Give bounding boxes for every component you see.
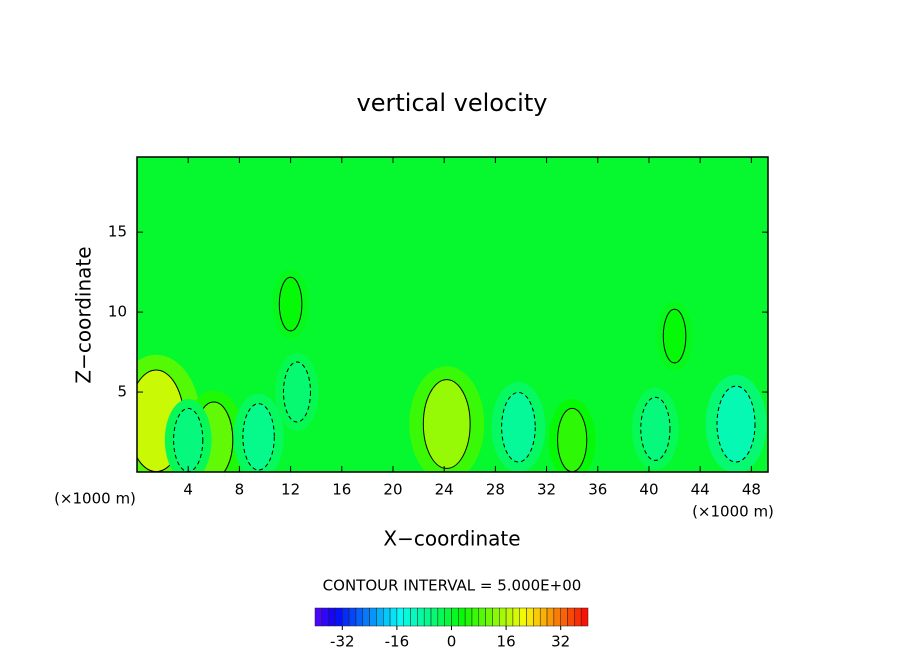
colorbar-segment [526,607,534,627]
colorbar-tick-label: -16 [385,633,410,651]
chart-title: vertical velocity [357,89,548,117]
x-axis-label: X−coordinate [383,527,520,551]
field-feature [557,407,588,472]
colorbar-segment [574,607,582,627]
x-tick-label: 4 [183,481,193,499]
colorbar-segment [430,607,439,627]
contour-interval-label: CONTOUR INTERVAL = 5.000E+00 [323,577,582,595]
colorbar-segment [314,607,323,627]
colorbar-segment [485,607,493,627]
colorbar-tick-label: 0 [447,633,457,651]
plot-frame [136,156,769,473]
x-tick-label: 16 [332,481,351,499]
field-feature [501,391,536,463]
field-feature [716,385,756,463]
colorbar-segment [539,607,548,627]
y-axis-label: Z−coordinate [72,246,96,383]
x-unit-label: (×1000 m) [692,503,774,521]
colorbar-segment [580,607,589,627]
colorbar-segment [458,607,466,627]
colorbar-segment [348,607,357,627]
colorbar-segment [444,607,452,627]
y-tick-label: 15 [108,223,127,241]
colorbar-segment [362,607,370,627]
x-tick-label: 12 [281,481,300,499]
colorbar-segment [471,607,480,627]
x-tick-label: 20 [383,481,402,499]
colorbar-segment [410,607,418,627]
colorbar-segment [417,607,425,627]
field-feature [640,396,671,461]
colorbar-segment [567,607,575,627]
x-tick-label: 40 [639,481,658,499]
colorbar-segment [396,607,404,627]
field [137,269,767,472]
colorbar-segment [492,607,500,627]
colorbar-tick-label: 16 [497,633,516,651]
field-feature [662,308,687,364]
x-tick-label: 48 [742,481,761,499]
x-tick-label: 24 [435,481,454,499]
field-feature [422,379,471,469]
colorbar-segment [499,607,507,627]
colorbar-segment [464,607,473,627]
colorbar-segment [546,607,555,627]
colorbar-segment [478,607,486,627]
x-tick-label: 44 [691,481,710,499]
colorbar-segment [321,607,329,627]
colorbar-segment [423,607,432,627]
x-tick-label: 28 [486,481,505,499]
colorbar-tick-label: 32 [551,633,570,651]
y-tick-label: 10 [108,303,127,321]
x-tick-label: 8 [235,481,245,499]
colorbar-segment [553,607,561,627]
field-feature [242,403,275,471]
x-unit-label: (×1000 m) [54,490,136,508]
field-feature [173,407,204,472]
colorbar-tick-label: -32 [330,633,355,651]
colorbar-segment [512,607,520,627]
field-feature [278,276,303,332]
colorbar-segment [437,607,445,627]
y-tick-label: 5 [117,383,127,401]
colorbar-segment [389,607,398,627]
colorbar-segment [328,607,336,627]
colorbar-segment [342,607,350,627]
colorbar-segment [376,607,384,627]
colorbar-segment [355,607,364,627]
colorbar-segment [335,607,343,627]
colorbar-segment [383,607,391,627]
colorbar-segment [505,607,514,627]
colorbar-segment [403,607,411,627]
colorbar-segment [533,607,541,627]
colorbar-segment [519,607,527,627]
colorbar-segment [369,607,377,627]
colorbar-segment [451,607,459,627]
field-feature [282,361,311,423]
colorbar-segment [560,607,568,627]
x-tick-label: 36 [588,481,607,499]
x-tick-label: 32 [537,481,556,499]
